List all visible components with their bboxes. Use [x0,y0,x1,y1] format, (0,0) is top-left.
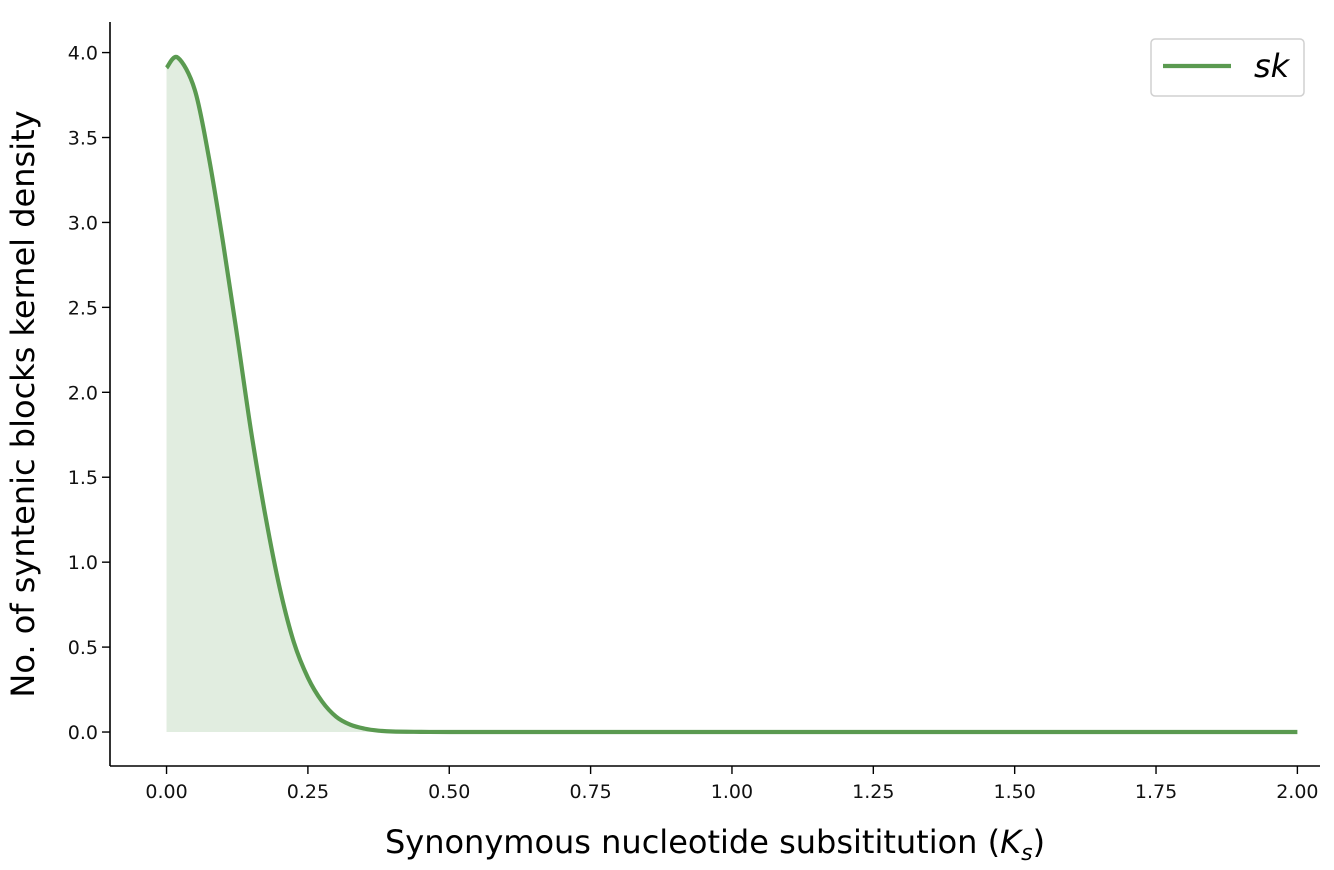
y-tick-label: 3.5 [68,128,98,150]
y-tick-label: 2.5 [68,297,98,319]
plot-area [164,54,1298,735]
axes: 0.00 0.25 0.50 0.75 1.00 1.25 1.50 1.75 2.00 0.0 0… [68,22,1320,803]
x-tick-label: 0.00 [145,781,187,803]
x-tick-label: 2.00 [1276,781,1318,803]
series-fill-area [166,56,1298,733]
y-tick-label: 1.5 [68,467,98,489]
x-tick-label: 1.25 [852,781,894,803]
y-tick-label: 4.0 [68,43,98,65]
legend-label-sk: sk [1254,47,1291,85]
y-tick-label: 0.5 [68,637,98,659]
legend: sk [1150,38,1305,97]
y-tick-label: 3.0 [68,212,98,234]
x-tick-label: 1.00 [711,781,753,803]
x-axis-title: Synonymous nucleotide subsititution (Ks) [385,823,1045,866]
y-tick-label: 1.0 [68,552,98,574]
y-axis-title: No. of syntenic blocks kernel density [4,110,42,697]
x-tick-label: 0.50 [428,781,470,803]
x-tick-label: 1.50 [994,781,1036,803]
y-tick-label: 0.0 [68,722,98,744]
axis-labels: Synonymous nucleotide subsititution (Ks)… [4,110,1045,866]
x-tick-label: 0.75 [569,781,611,803]
x-tick-label: 1.75 [1135,781,1177,803]
series-line-sk [164,54,1298,735]
x-tick-label: 0.25 [287,781,329,803]
y-tick-label: 2.0 [68,382,98,404]
